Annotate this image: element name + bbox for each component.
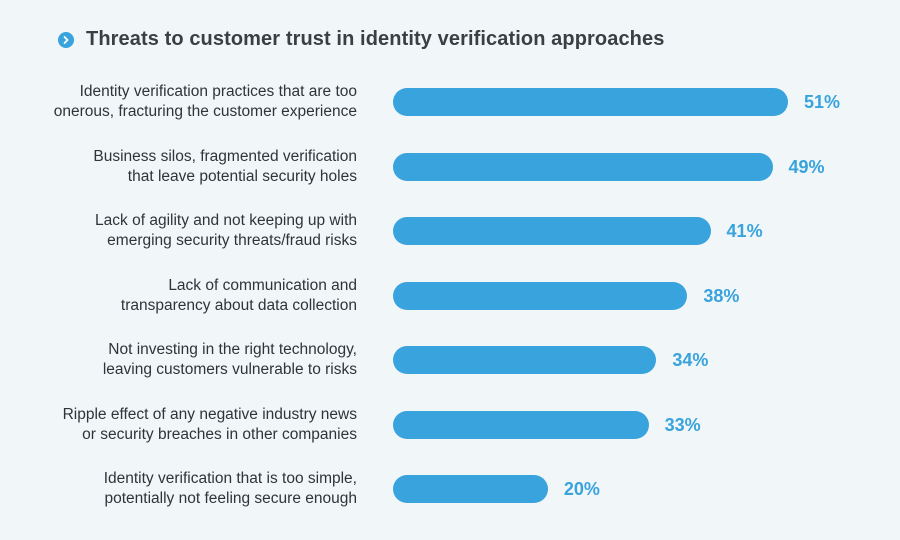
bar [393,152,773,181]
bar [393,410,649,439]
chart-title: Threats to customer trust in identity ve… [86,28,665,50]
chart-row: Identity verification practices that are… [0,82,900,142]
category-label-line: Business silos, fragmented verification [93,147,357,165]
category-label: Identity verification that is too simple… [27,469,357,509]
category-label-line: transparency about data collection [120,296,357,314]
value-label: 51% [804,92,841,112]
category-label: Lack of communication and transparency ab… [27,276,357,316]
chart-title-row: Threats to customer trust in identity ve… [58,28,664,51]
category-label-line: Not investing in the right technology, [108,341,357,358]
category-label: Not investing in the right technology, le… [27,340,357,380]
category-label-line: onerous, fracturing the customer experie… [53,103,357,120]
chart-row: Identity verification that is too simple… [0,469,900,529]
category-label-line: Ripple effect of any negative industry n… [62,405,357,423]
category-label: Ripple effect of any negative industry n… [27,405,357,445]
category-label-line: leaving customers vulnerable to risks [102,361,357,378]
category-label-line: Identity verification practices that are… [79,83,357,100]
chart-row: Lack of agility and not keeping up with e… [0,211,900,271]
value-label: 41% [726,221,763,241]
value-label: 20% [563,479,600,499]
value-label: 49% [788,156,825,177]
bar [393,346,657,374]
value-label: 38% [703,285,740,306]
bar [393,281,688,310]
chart-row: Lack of communication and transparency ab… [0,276,900,336]
value-label: 33% [664,414,701,435]
category-label-line: that leave potential security holes [127,167,357,185]
category-label: Business silos, fragmented verification t… [27,147,357,187]
category-label-line: emerging security threats/fraud risks [107,232,357,249]
bar [393,475,548,503]
category-label-line: potentially not feeling secure enough [104,490,358,507]
category-label-line: Lack of agility and not keeping up with [95,212,357,229]
category-label: Lack of agility and not keeping up with e… [27,211,357,251]
chart-row: Not investing in the right technology, le… [0,340,900,400]
value-label: 34% [672,350,709,370]
category-label-line: Identity verification that is too simple… [103,470,357,487]
chart-row: Ripple effect of any negative industry n… [0,405,900,465]
category-label: Identity verification practices that are… [27,82,357,122]
bar [393,217,711,245]
chart-row: Business silos, fragmented verification t… [0,147,900,207]
chevron-right-icon [58,31,74,48]
category-label-line: or security breaches in other companies [82,425,357,443]
bar [393,88,788,116]
category-label-line: Lack of communication and [168,276,357,294]
